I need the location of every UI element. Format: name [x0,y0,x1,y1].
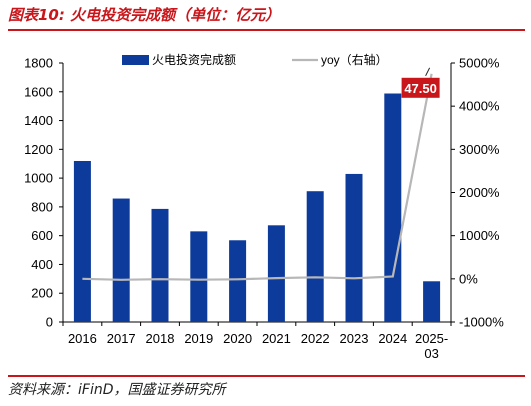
x-tick-label: 2021 [262,331,291,346]
yoy-line [82,73,433,281]
y-tick-label: 1800 [24,56,53,71]
y2-tick-label: 5000% [459,56,500,71]
x-tick-label: 2024 [378,331,407,346]
bar [229,240,247,322]
legend-bar-swatch [122,55,149,65]
y2-tick-label: 4000% [459,99,500,114]
y-tick-label: 0 [46,315,53,330]
annotation-leader [425,67,431,77]
bar [267,225,285,322]
x-tick-label: 2023 [340,331,369,346]
source-note: 资料来源：iFinD，国盛证券研究所 [8,382,226,398]
bar [112,198,130,322]
y-tick-label: 1600 [24,84,53,99]
x-tick-label: 2018 [146,331,175,346]
legend-line-label: yoy（右轴） [321,52,388,67]
bar [190,231,208,322]
bar [306,191,324,322]
y-tick-label: 600 [31,228,53,243]
legend-bar-label: 火电投资完成额 [152,52,236,67]
title-divider [8,29,525,31]
footer-divider [8,375,525,377]
chart-title: 图表10: 火电投资完成额（单位：亿元） [8,6,281,24]
y2-tick-label: 3000% [459,142,500,157]
bar [73,160,91,322]
bar [345,173,363,322]
y-tick-label: 200 [31,286,53,301]
x-tick-label: 2020 [223,331,252,346]
y2-tick-label: -1000% [459,315,504,330]
x-tick-label: 2019 [184,331,213,346]
x-tick-label: 2025-03 [415,331,448,361]
x-tick-label: 2022 [301,331,330,346]
y-tick-label: 1200 [24,142,53,157]
bar [423,281,441,322]
x-tick-label: 2017 [107,331,136,346]
annotation-label: 47.50 [404,81,437,96]
bar [384,93,402,322]
y2-tick-label: 1000% [459,228,500,243]
y-tick-label: 800 [31,199,53,214]
bar [151,208,169,322]
y-tick-label: 1000 [24,171,53,186]
annotation-box [401,77,440,98]
y-tick-label: 1400 [24,113,53,128]
x-tick-label: 2016 [68,331,97,346]
y2-tick-label: 2000% [459,185,500,200]
y2-tick-label: 0% [459,271,478,286]
y-tick-label: 400 [31,257,53,272]
